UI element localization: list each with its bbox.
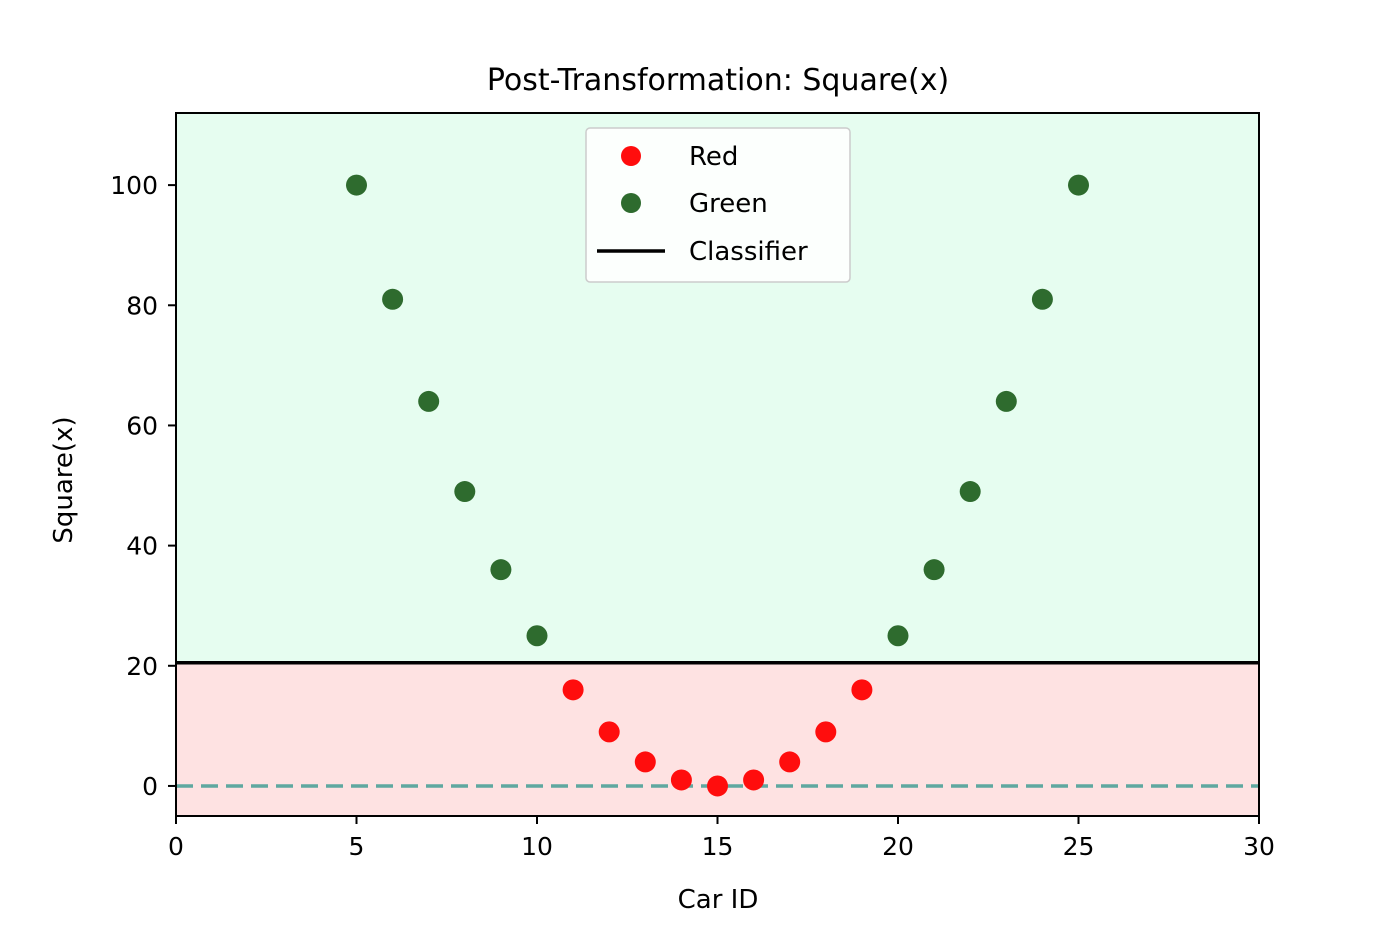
y-tick-label: 80 xyxy=(126,291,158,320)
y-tick-label: 60 xyxy=(126,411,158,440)
green-point xyxy=(418,390,440,412)
y-tick-label: 100 xyxy=(110,171,158,200)
green-point xyxy=(995,390,1017,412)
legend-label-green: Green xyxy=(689,189,768,219)
green-point xyxy=(923,559,945,581)
y-tick-label: 20 xyxy=(126,652,158,681)
red-point xyxy=(743,769,765,791)
x-axis-title: Car ID xyxy=(678,885,759,915)
green-point xyxy=(526,625,548,647)
red-point xyxy=(815,721,837,743)
red-point xyxy=(707,775,728,797)
x-tick-label: 10 xyxy=(521,832,553,861)
green-point xyxy=(1068,174,1089,196)
x-tick-label: 25 xyxy=(1063,832,1095,861)
red-point xyxy=(670,769,692,791)
legend-red-marker xyxy=(621,146,641,166)
red-point xyxy=(779,751,801,773)
legend-label-classifier: Classifier xyxy=(689,237,808,267)
legend-label-red: Red xyxy=(689,142,738,172)
x-tick-label: 20 xyxy=(882,832,914,861)
red-point xyxy=(562,679,584,701)
legend-box xyxy=(585,127,851,283)
red-point xyxy=(851,679,873,701)
green-point xyxy=(1031,288,1053,310)
legend: Red Green Classifier xyxy=(585,127,851,283)
legend-green-marker xyxy=(621,193,641,213)
y-axis-ticks: 0 20 40 60 80 100 xyxy=(110,171,176,801)
x-tick-label: 5 xyxy=(349,832,365,861)
green-point xyxy=(959,481,981,503)
x-tick-label: 15 xyxy=(702,832,734,861)
x-tick-label: 0 xyxy=(168,832,184,861)
y-tick-label: 40 xyxy=(126,532,158,561)
green-point xyxy=(454,481,476,503)
y-axis-title: Square(x) xyxy=(49,416,79,543)
x-tick-label: 30 xyxy=(1243,832,1275,861)
green-point xyxy=(346,174,367,196)
x-axis-ticks: 0 5 10 15 20 25 30 xyxy=(168,816,1275,861)
green-point xyxy=(887,625,909,647)
red-point xyxy=(634,751,656,773)
chart-title: Post-Transformation: Square(x) xyxy=(487,63,949,98)
green-point xyxy=(490,559,512,581)
red-point xyxy=(598,721,620,743)
data-points xyxy=(346,174,1089,797)
y-tick-label: 0 xyxy=(142,772,158,801)
green-point xyxy=(382,288,404,310)
